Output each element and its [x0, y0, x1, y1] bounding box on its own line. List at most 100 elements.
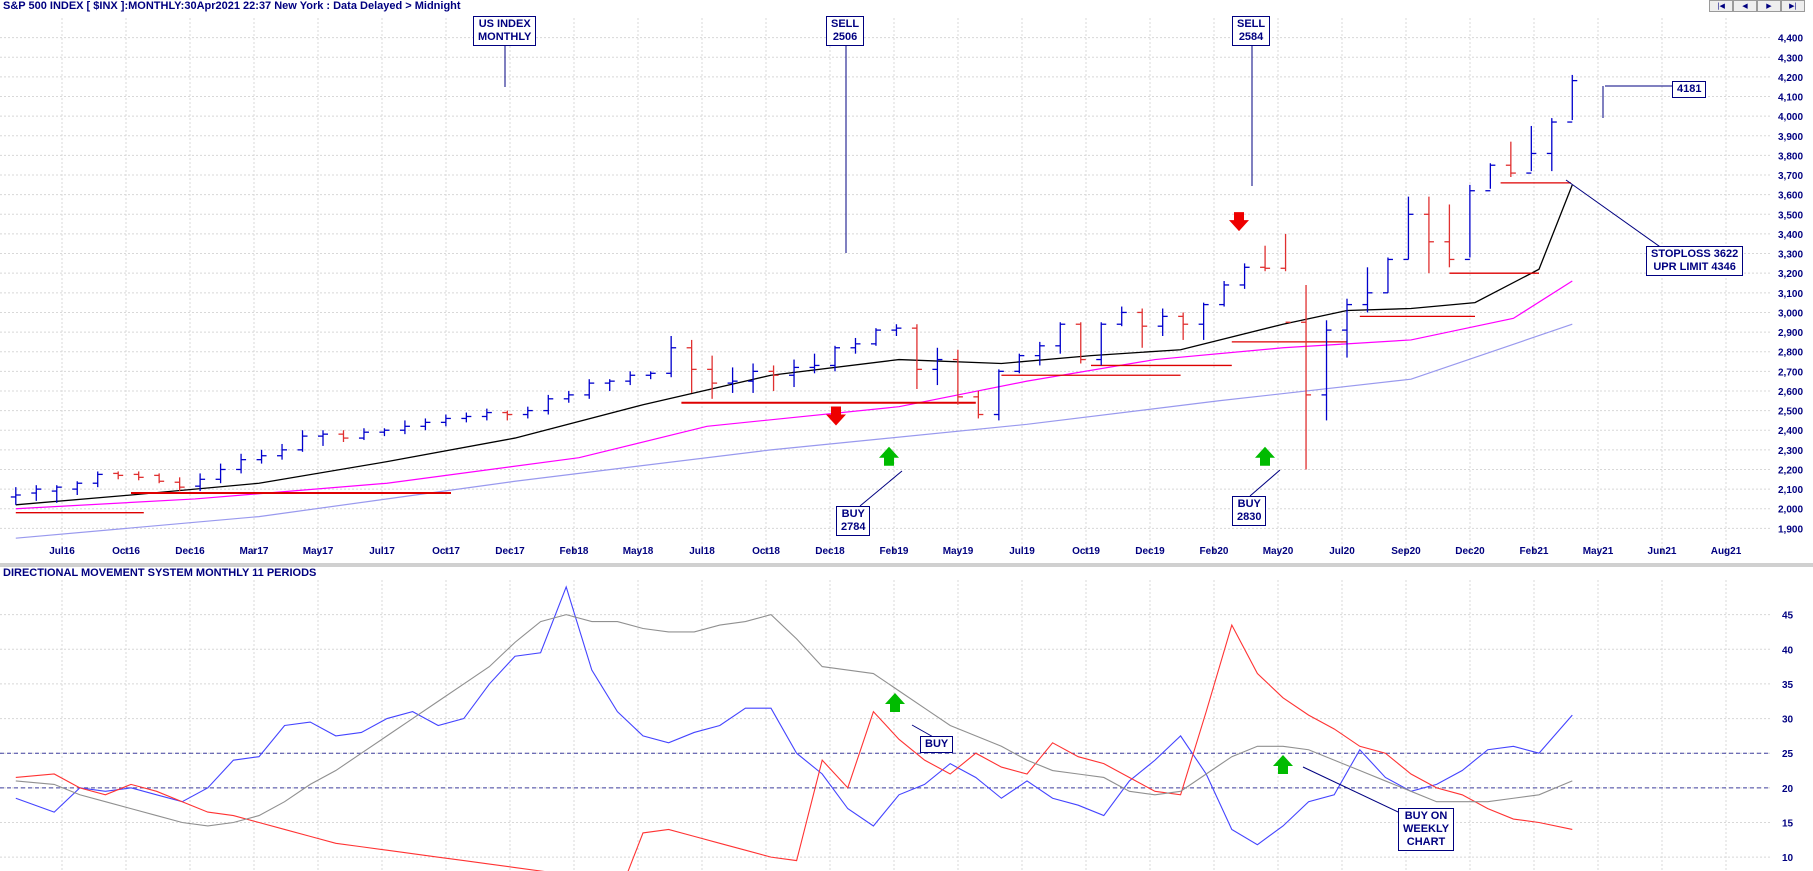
date-tick-label: May18	[623, 546, 654, 557]
price-tick-label: 2,700	[1778, 367, 1803, 378]
price-tick-label: 3,300	[1778, 250, 1803, 261]
price-tick-label: 2,300	[1778, 446, 1803, 457]
price-tick-label: 4,400	[1778, 34, 1803, 45]
date-tick-label: Oct17	[432, 546, 460, 557]
signal-arrows	[826, 212, 1275, 466]
price-bar	[952, 349, 963, 405]
support-lines	[15, 182, 1571, 514]
date-x-axis: Jul16 Oct16 Dec16 Mar17 May17 Jul17 Oct17 Dec17…	[49, 546, 1742, 557]
price-bar	[1382, 257, 1393, 294]
annotation-buy-2830: BUY 2830	[1232, 496, 1267, 526]
price-bar	[1034, 341, 1045, 366]
price-bar	[72, 481, 83, 495]
dmi-lines	[15, 585, 1573, 871]
moving-averages	[15, 184, 1573, 539]
sell-arrow-icon	[826, 406, 846, 426]
price-tick-label: 2,200	[1778, 465, 1803, 476]
date-tick-label: Feb19	[880, 546, 909, 557]
date-tick-label: Feb21	[1520, 546, 1549, 557]
price-bar	[215, 463, 226, 484]
price-tick-label: 2,000	[1778, 505, 1803, 516]
price-bar	[133, 471, 144, 481]
price-bar	[1485, 163, 1496, 192]
chart-navigation: |◀ ◀ ▶ ▶|	[1709, 0, 1805, 12]
price-bar	[993, 369, 1004, 421]
price-bar	[1362, 267, 1373, 313]
annotation-leader	[1249, 469, 1281, 497]
price-bar	[1526, 125, 1537, 174]
date-tick-label: Dec17	[495, 546, 525, 557]
price-bar	[748, 363, 759, 393]
price-bar	[358, 428, 369, 441]
price-tick-label: 3,200	[1778, 269, 1803, 280]
price-tick-label: 3,000	[1778, 308, 1803, 319]
previous-page-button[interactable]: ◀	[1733, 0, 1757, 12]
date-tick-label: Aug21	[1711, 546, 1742, 557]
price-bar	[1464, 184, 1475, 261]
price-bar	[1239, 263, 1250, 289]
price-bar	[1321, 320, 1332, 421]
annotation-buy-2784: BUY 2784	[836, 506, 871, 536]
price-bar	[768, 365, 779, 391]
indicator-grid	[0, 580, 1770, 871]
price-bar	[809, 353, 820, 374]
indicator-tick-label: 20	[1782, 784, 1794, 795]
price-bar	[645, 371, 656, 380]
price-bar	[707, 355, 718, 399]
first-page-button[interactable]: |◀	[1709, 0, 1733, 12]
price-bar	[236, 453, 247, 474]
price-bar	[379, 428, 390, 437]
price-tick-label: 1,900	[1778, 524, 1803, 535]
price-tick-label: 4,300	[1778, 53, 1803, 64]
date-tick-label: Dec20	[1455, 546, 1485, 557]
annotation-sell-2584: SELL 2584	[1232, 16, 1271, 46]
price-bar	[481, 408, 492, 421]
price-tick-label: 3,400	[1778, 230, 1803, 241]
price-tick-label: 3,900	[1778, 132, 1803, 143]
annotation-last-price: 4181	[1672, 81, 1707, 98]
price-bar	[277, 443, 288, 460]
price-bar	[666, 336, 677, 378]
price-bar	[932, 347, 943, 386]
price-bar	[1342, 298, 1352, 358]
price-tick-label: 2,600	[1778, 387, 1803, 398]
date-tick-label: Jul19	[1009, 546, 1035, 557]
price-bar	[297, 430, 308, 452]
indicator-tick-label: 40	[1782, 645, 1794, 656]
last-page-button[interactable]: ▶|	[1781, 0, 1805, 12]
price-y-axis: 1,900 2,000 2,100 2,200 2,300 2,400 2,500 2,600…	[1778, 34, 1803, 536]
annotation-leader	[1302, 766, 1416, 821]
price-bar	[563, 390, 574, 403]
price-bar	[1423, 196, 1434, 274]
buy-arrow-icon	[885, 693, 905, 712]
indicator-y-axis: 10 15 20 25 30 35 40 45	[1782, 611, 1794, 865]
moving-average-mid	[15, 280, 1573, 510]
price-bar	[10, 487, 21, 505]
moving-average-slow	[15, 323, 1573, 539]
annotation-leader	[911, 724, 936, 739]
price-tick-label: 2,500	[1778, 407, 1803, 418]
price-bar	[1280, 233, 1291, 323]
dmi-line	[15, 614, 1573, 827]
buy-arrow-icon	[879, 446, 899, 466]
indicator-title: DIRECTIONAL MOVEMENT SYSTEM MONTHLY 11 P…	[3, 567, 317, 579]
price-bar	[256, 449, 267, 464]
next-page-button[interactable]: ▶	[1757, 0, 1781, 12]
price-bar	[154, 473, 165, 484]
price-bar	[1116, 306, 1127, 327]
price-tick-label: 4,000	[1778, 112, 1803, 123]
date-tick-label: Jul17	[369, 546, 395, 557]
price-bar	[1096, 322, 1107, 366]
price-bar	[31, 485, 42, 501]
price-bar	[891, 324, 902, 336]
date-tick-label: Sep20	[1391, 546, 1421, 557]
price-bar	[92, 471, 103, 488]
price-tick-label: 3,100	[1778, 289, 1803, 300]
date-tick-label: Jul20	[1329, 546, 1355, 557]
indicator-tick-label: 10	[1782, 853, 1794, 864]
price-tick-label: 2,800	[1778, 348, 1803, 359]
price-bar	[1301, 284, 1312, 470]
date-tick-label: Jun21	[1648, 546, 1677, 557]
price-bar	[911, 324, 922, 389]
